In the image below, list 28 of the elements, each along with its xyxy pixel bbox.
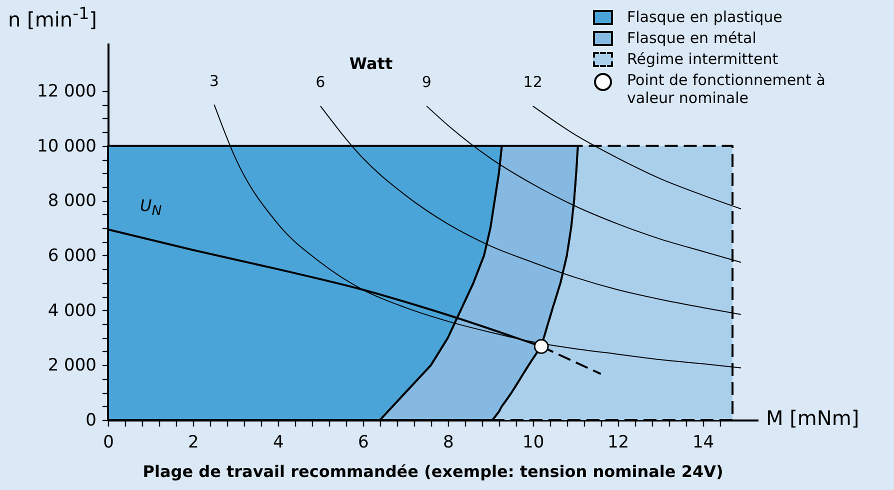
- y-axis-title: n [min$^{-1}$]: [8, 4, 97, 32]
- x-tick-label: 0: [103, 432, 114, 452]
- series-label: 9: [422, 73, 432, 92]
- text: Plage de travail recommandée (exemple: tension nominale 24V): [142, 462, 724, 481]
- y-tick-label: 10 000: [37, 136, 96, 156]
- x-tick-label: 14: [692, 432, 714, 452]
- series-label: U$_{N}$: [140, 196, 162, 220]
- series-label: 12: [523, 73, 542, 92]
- x-tick-label: 4: [273, 432, 284, 452]
- legend-label: Flasque en métal: [627, 29, 758, 47]
- x-tick-label: 8: [442, 432, 454, 452]
- y-tick-label: 4 000: [48, 300, 96, 321]
- annotation: Watt: [349, 54, 393, 72]
- y-tick-label: 6 000: [48, 246, 96, 266]
- y-tick-label: 8 000: [48, 191, 96, 212]
- x-tick-label: 2: [188, 432, 199, 452]
- legend-label: Point de fonctionnement à valeur nominale: [627, 71, 826, 107]
- x-tick-label: 6: [358, 432, 369, 452]
- legend-label: Régime intermittent: [627, 50, 780, 68]
- y-tick-label: 0: [86, 410, 96, 430]
- y-tick-label: 2 000: [48, 356, 96, 376]
- series-label: 6: [316, 73, 326, 92]
- x-tick-label: 10: [522, 432, 544, 452]
- x-tick-label: 12: [607, 432, 630, 452]
- legend-label: Flasque en plastique: [627, 8, 784, 26]
- series-label: 3: [209, 72, 219, 90]
- x-axis-title: M [mNm]: [766, 406, 860, 430]
- y-tick-label: 12 000: [37, 81, 96, 102]
